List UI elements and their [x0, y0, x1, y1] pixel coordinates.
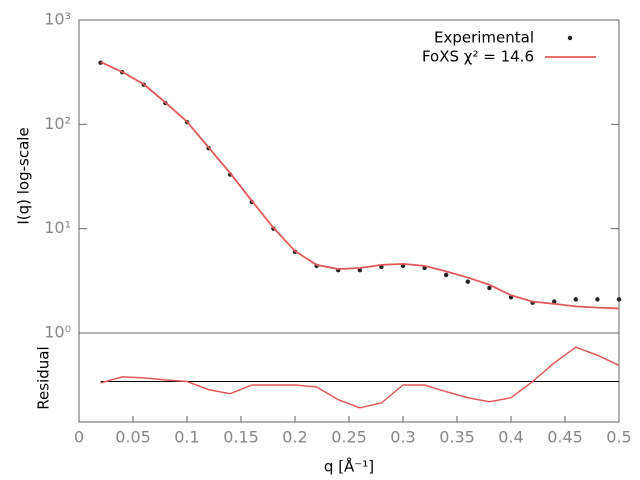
residual-line [100, 346, 620, 409]
frame [78, 19, 620, 423]
x-tick-label: 0.1 [174, 428, 199, 447]
x-tick-label: 0.25 [331, 428, 367, 447]
residual-axis-label: Residual [35, 346, 53, 409]
data-point [552, 299, 557, 304]
legend-label: Experimental [434, 29, 534, 47]
x-tick-label: 0.3 [390, 428, 415, 447]
x-tick-label: 0.2 [282, 428, 307, 447]
x-tick-label: 0.05 [115, 428, 151, 447]
legend-marker [567, 35, 573, 41]
data-point [357, 267, 362, 273]
legend-label: FoXS χ² = 14.6 [422, 48, 534, 66]
data-point [616, 297, 622, 302]
y-tick-label: 10⁰ [44, 323, 71, 342]
data-point [595, 297, 600, 302]
x-tick-label: 0 [74, 428, 84, 447]
data-point [573, 297, 578, 302]
fit-line [100, 61, 620, 310]
data-point [487, 285, 492, 291]
y-tick-label: 10² [44, 114, 71, 133]
data-point [444, 272, 449, 278]
y-tick-label: 10¹ [44, 218, 71, 237]
x-tick-label: 0.15 [223, 428, 259, 447]
data-point [465, 279, 470, 284]
x-tick-label: 0.45 [547, 428, 583, 447]
x-tick-label: 0.35 [439, 428, 475, 447]
x-tick-label: 0.4 [498, 428, 523, 447]
x-tick-label: 0.5 [606, 428, 631, 447]
y-tick-label: 10³ [44, 10, 71, 29]
y-axis-label: I(q) log-scale [15, 127, 33, 224]
x-axis-label: q [Å⁻¹] [324, 457, 374, 476]
